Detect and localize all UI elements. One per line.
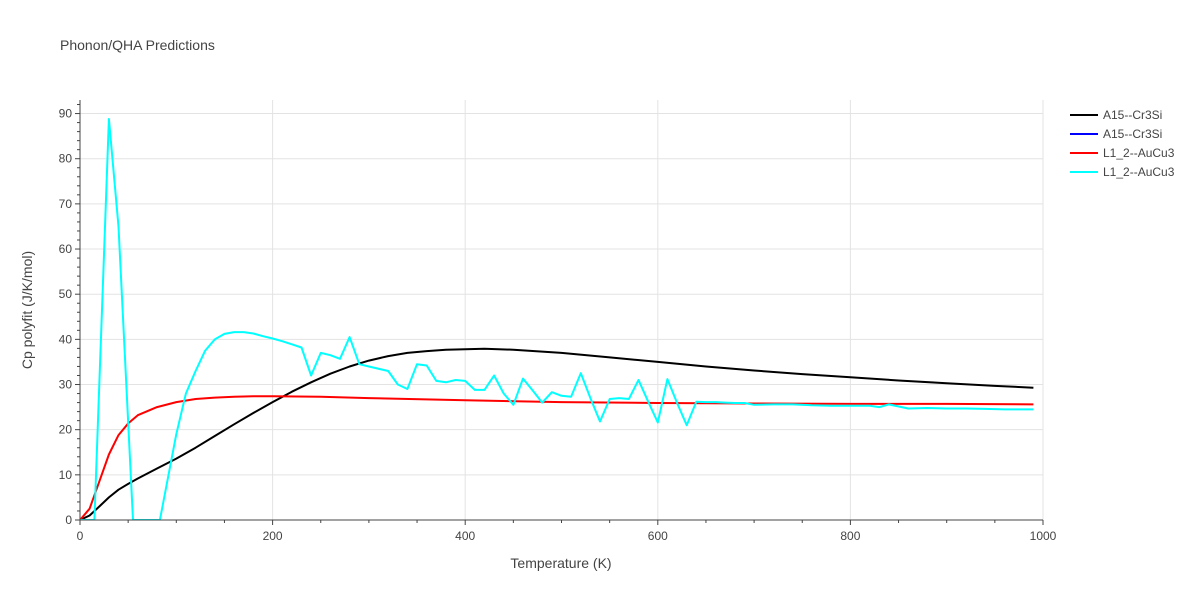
axes	[79, 100, 1043, 521]
x-tick-label: 0	[77, 529, 84, 543]
y-tick-label: 40	[59, 332, 73, 346]
legend-label: A15--Cr3Si	[1103, 127, 1162, 141]
legend[interactable]: A15--Cr3Si A15--Cr3Si L1_2--AuCu3 L1_2--AuC…	[1070, 108, 1175, 179]
y-axis-title: Cp polyfit (J/K/mol)	[19, 251, 35, 369]
series-line-2[interactable]	[80, 395, 1034, 520]
y-tick-label: 70	[59, 197, 73, 211]
y-tick-label: 20	[59, 423, 73, 437]
legend-item[interactable]: L1_2--AuCu3	[1070, 165, 1175, 179]
y-tick-label: 60	[59, 242, 73, 256]
x-axis-title: Temperature (K)	[510, 555, 611, 571]
x-tick-label: 1000	[1030, 529, 1057, 543]
y-tick-label: 10	[59, 468, 73, 482]
y-tick-label: 0	[65, 513, 72, 527]
x-tick-label: 800	[840, 529, 860, 543]
series-line-3[interactable]	[80, 118, 1034, 520]
legend-label: L1_2--AuCu3	[1103, 165, 1175, 179]
x-tick-label: 400	[455, 529, 475, 543]
legend-label: A15--Cr3Si	[1103, 108, 1162, 122]
legend-item[interactable]: L1_2--AuCu3	[1070, 146, 1175, 160]
y-tick-label: 80	[59, 152, 73, 166]
plot-area	[80, 118, 1034, 520]
y-tick-label: 90	[59, 107, 73, 121]
ticks: 0 10 20 30 40 50 60 70 80 90 0 200 400 600 800 1000	[59, 104, 1057, 543]
x-tick-label: 600	[648, 529, 668, 543]
y-tick-label: 50	[59, 287, 73, 301]
y-tick-label: 30	[59, 378, 73, 392]
legend-label: L1_2--AuCu3	[1103, 146, 1175, 160]
series-line-0[interactable]	[80, 347, 1034, 520]
x-tick-label: 200	[263, 529, 283, 543]
chart-title: Phonon/QHA Predictions	[60, 37, 215, 53]
grid	[80, 100, 1044, 520]
legend-item[interactable]: A15--Cr3Si	[1070, 108, 1162, 122]
legend-item[interactable]: A15--Cr3Si	[1070, 127, 1162, 141]
